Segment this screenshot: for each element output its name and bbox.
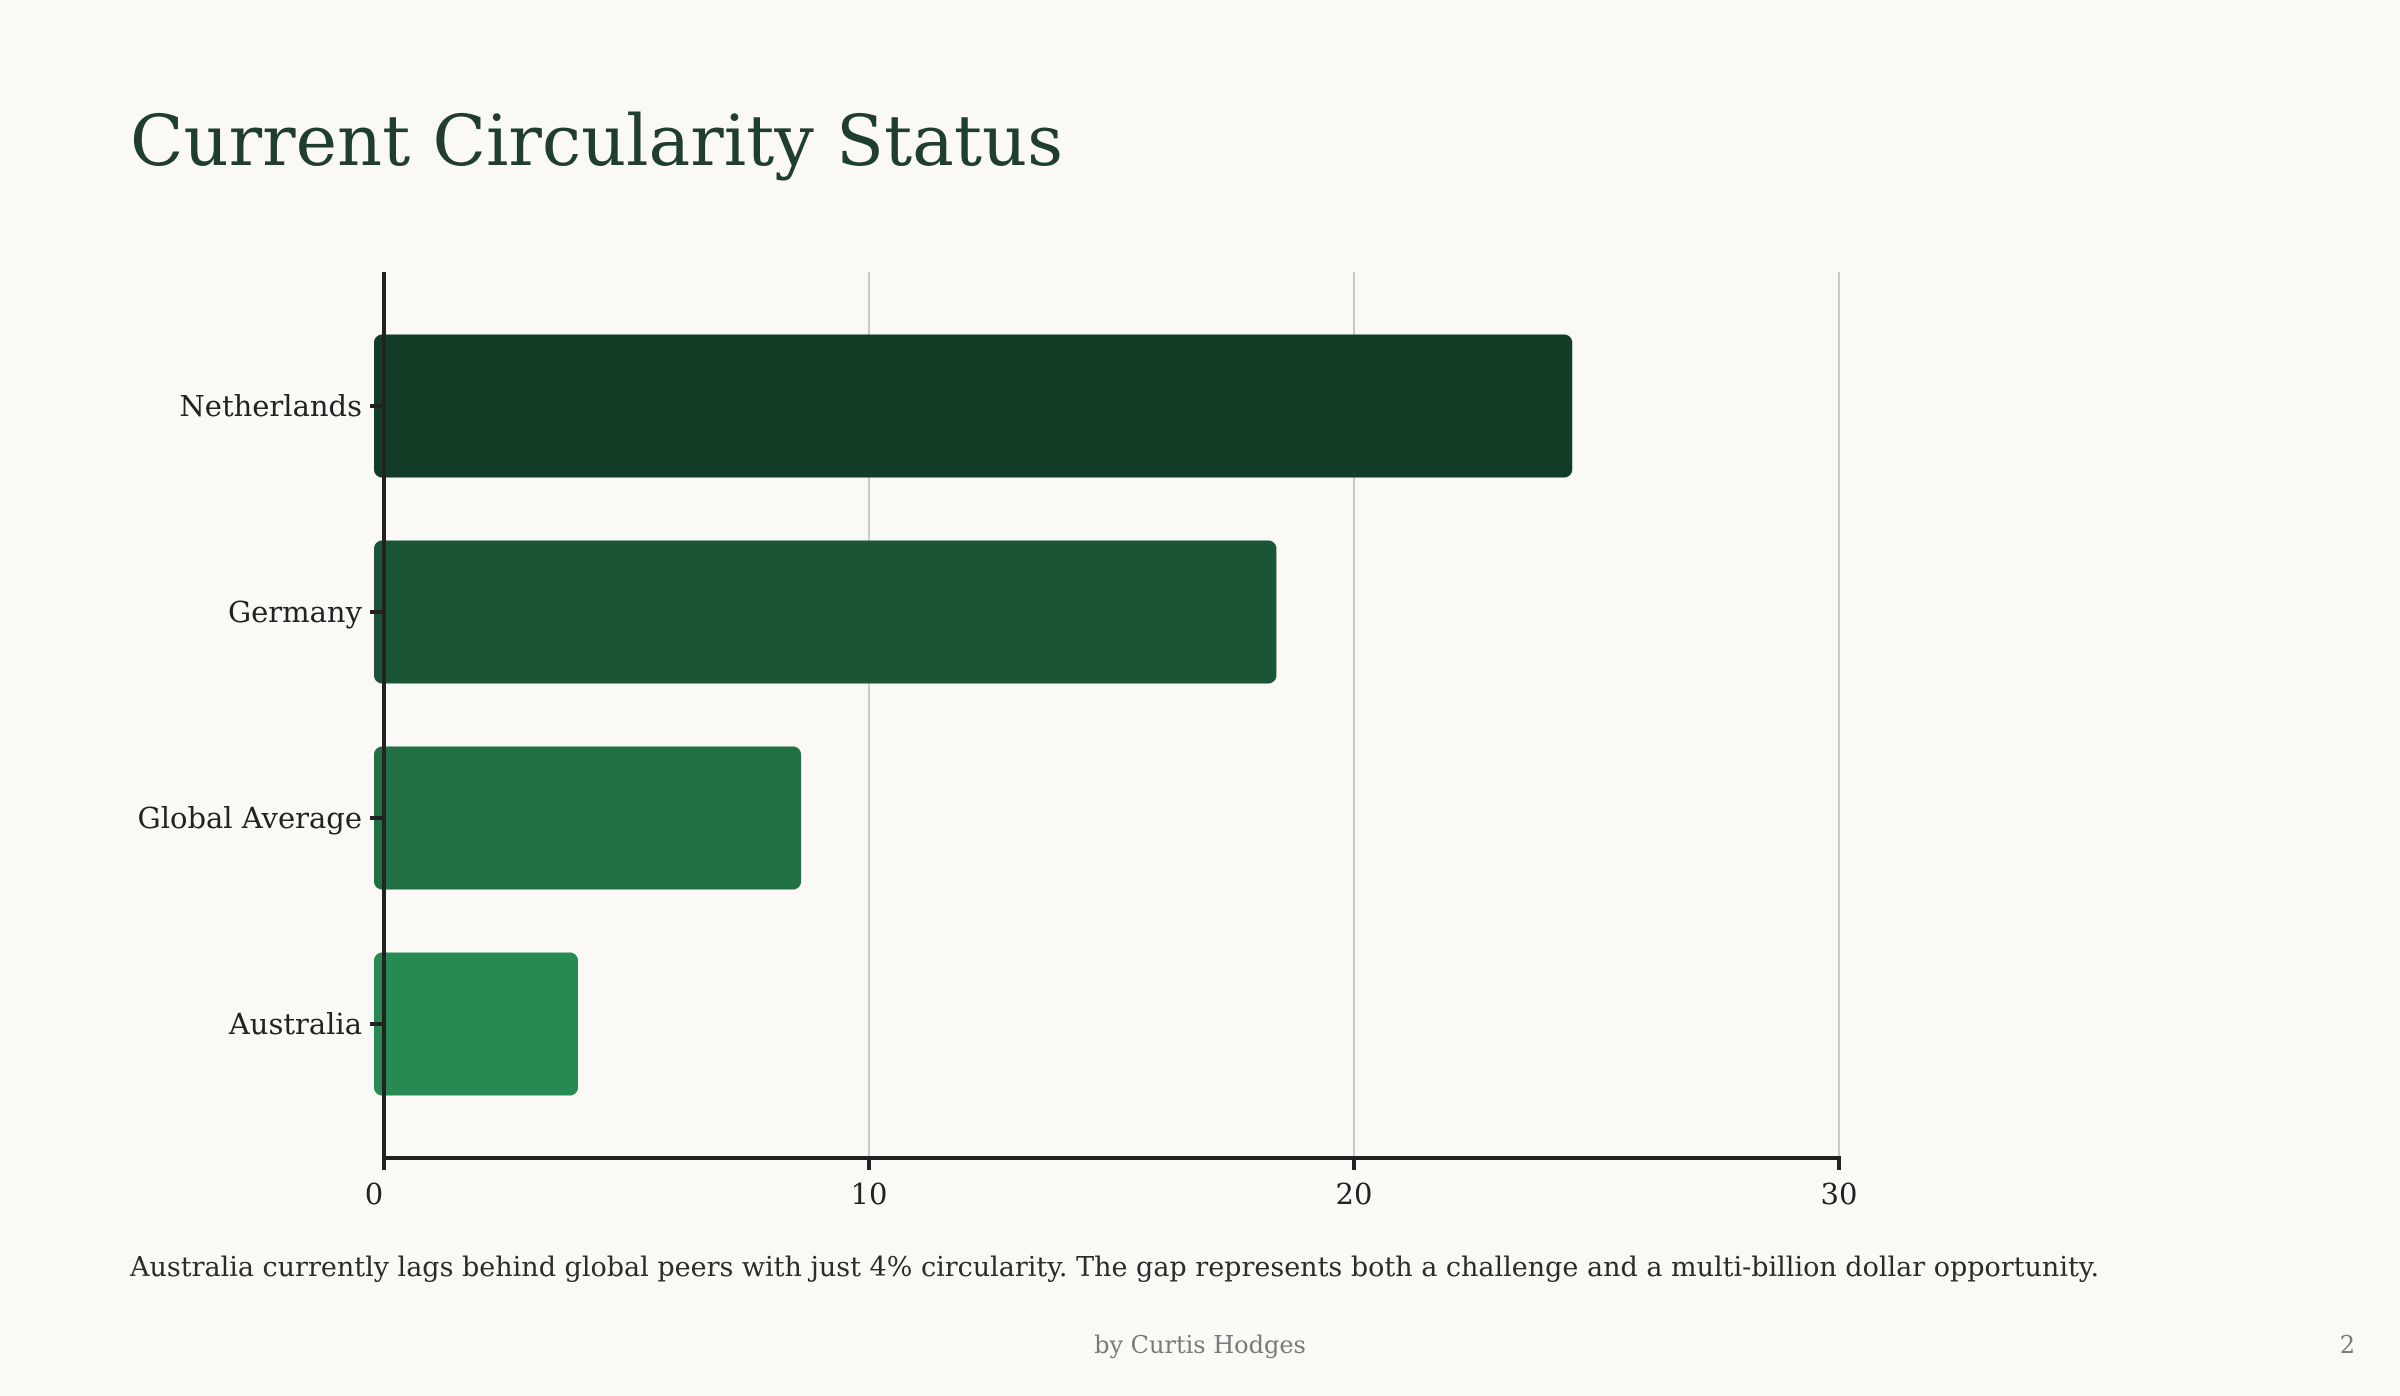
y-tick-label-global-average: Global Average — [138, 801, 362, 835]
footer-author: by Curtis Hodges — [1094, 1331, 1306, 1359]
x-tick-label-0: 0 — [365, 1177, 383, 1211]
y-tick-label-netherlands: Netherlands — [179, 389, 362, 423]
slide-title: Current Circularity Status — [130, 100, 1064, 182]
slide-caption: Australia currently lags behind global p… — [130, 1252, 2100, 1283]
x-tick-label-30: 30 — [1821, 1177, 1858, 1211]
tick-labels: 0 10 20 30 Netherlands Germany Global Average A… — [138, 389, 1858, 1211]
circularity-bar-chart: 0 10 20 30 Netherlands Germany Global Average A… — [138, 272, 1858, 1211]
page-number: 2 — [2339, 1331, 2355, 1359]
bar-global-average — [374, 746, 802, 890]
bars — [374, 334, 1573, 1096]
y-tick-label-germany: Germany — [228, 595, 363, 629]
y-tick-label-australia: Australia — [228, 1007, 362, 1041]
bar-germany — [374, 540, 1277, 684]
axes — [370, 272, 1841, 1170]
bar-netherlands — [374, 334, 1573, 478]
x-tick-label-20: 20 — [1336, 1177, 1373, 1211]
bar-australia — [374, 952, 578, 1096]
x-tick-label-10: 10 — [851, 1177, 888, 1211]
